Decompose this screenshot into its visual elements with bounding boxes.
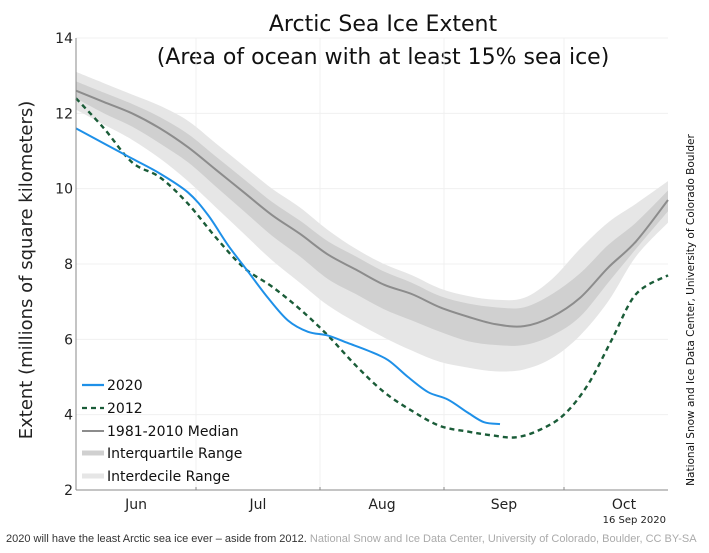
band-interdecile-range bbox=[76, 71, 668, 372]
legend-item-2020: 2020 bbox=[82, 378, 143, 394]
y-tick-label: 12 bbox=[55, 106, 73, 122]
x-ticks: Jun Jul Aug Sep Oct bbox=[124, 487, 637, 513]
legend-item-interquartile: Interquartile Range bbox=[82, 446, 242, 462]
caption-source: National Snow and Ice Data Center, Unive… bbox=[309, 533, 697, 545]
x-tick-label: Oct bbox=[612, 497, 637, 513]
legend-item-interdecile: Interdecile Range bbox=[82, 469, 230, 485]
x-tick-label: Jun bbox=[124, 497, 147, 513]
legend-item-2012: 2012 bbox=[82, 401, 143, 417]
series-line-2020 bbox=[75, 127, 501, 426]
band-interquartile-range bbox=[76, 81, 668, 346]
bands bbox=[76, 71, 668, 372]
y-tick-label: 8 bbox=[64, 257, 73, 273]
x-tick-label: Sep bbox=[491, 497, 518, 513]
series-lines bbox=[75, 89, 669, 439]
y-ticks: 2 4 6 8 10 12 14 bbox=[55, 31, 73, 499]
legend-label-interdecile: Interdecile Range bbox=[107, 469, 230, 485]
date-stamp: 16 Sep 2020 bbox=[603, 515, 666, 526]
caption: 2020 will have the least Arctic sea ice … bbox=[6, 533, 697, 545]
legend: 2020 2012 1981-2010 Median Interquartile… bbox=[82, 378, 242, 485]
legend-label-2012: 2012 bbox=[107, 401, 143, 417]
legend-label-median: 1981-2010 Median bbox=[107, 424, 239, 440]
x-tick-label: Aug bbox=[368, 497, 395, 513]
series-line-1981-2010-median bbox=[75, 89, 669, 328]
y-tick-label: 4 bbox=[64, 408, 73, 424]
side-credit: National Snow and Ice Data Center, Unive… bbox=[685, 134, 697, 486]
axes bbox=[75, 38, 668, 491]
y-tick-label: 6 bbox=[64, 332, 73, 348]
legend-label-interquartile: Interquartile Range bbox=[107, 446, 242, 462]
y-tick-label: 14 bbox=[55, 31, 73, 47]
caption-text: 2020 will have the least Arctic sea ice … bbox=[6, 533, 307, 545]
chart-subtitle: (Area of ocean with at least 15% sea ice… bbox=[157, 45, 610, 70]
legend-label-2020: 2020 bbox=[107, 378, 143, 394]
y-tick-label: 2 bbox=[64, 483, 73, 499]
x-tick-label: Jul bbox=[249, 497, 267, 513]
y-tick-label: 10 bbox=[55, 182, 73, 198]
legend-item-median: 1981-2010 Median bbox=[82, 424, 239, 440]
y-axis-label: Extent (millions of square kilometers) bbox=[16, 101, 37, 440]
chart-title: Arctic Sea Ice Extent bbox=[269, 12, 498, 37]
